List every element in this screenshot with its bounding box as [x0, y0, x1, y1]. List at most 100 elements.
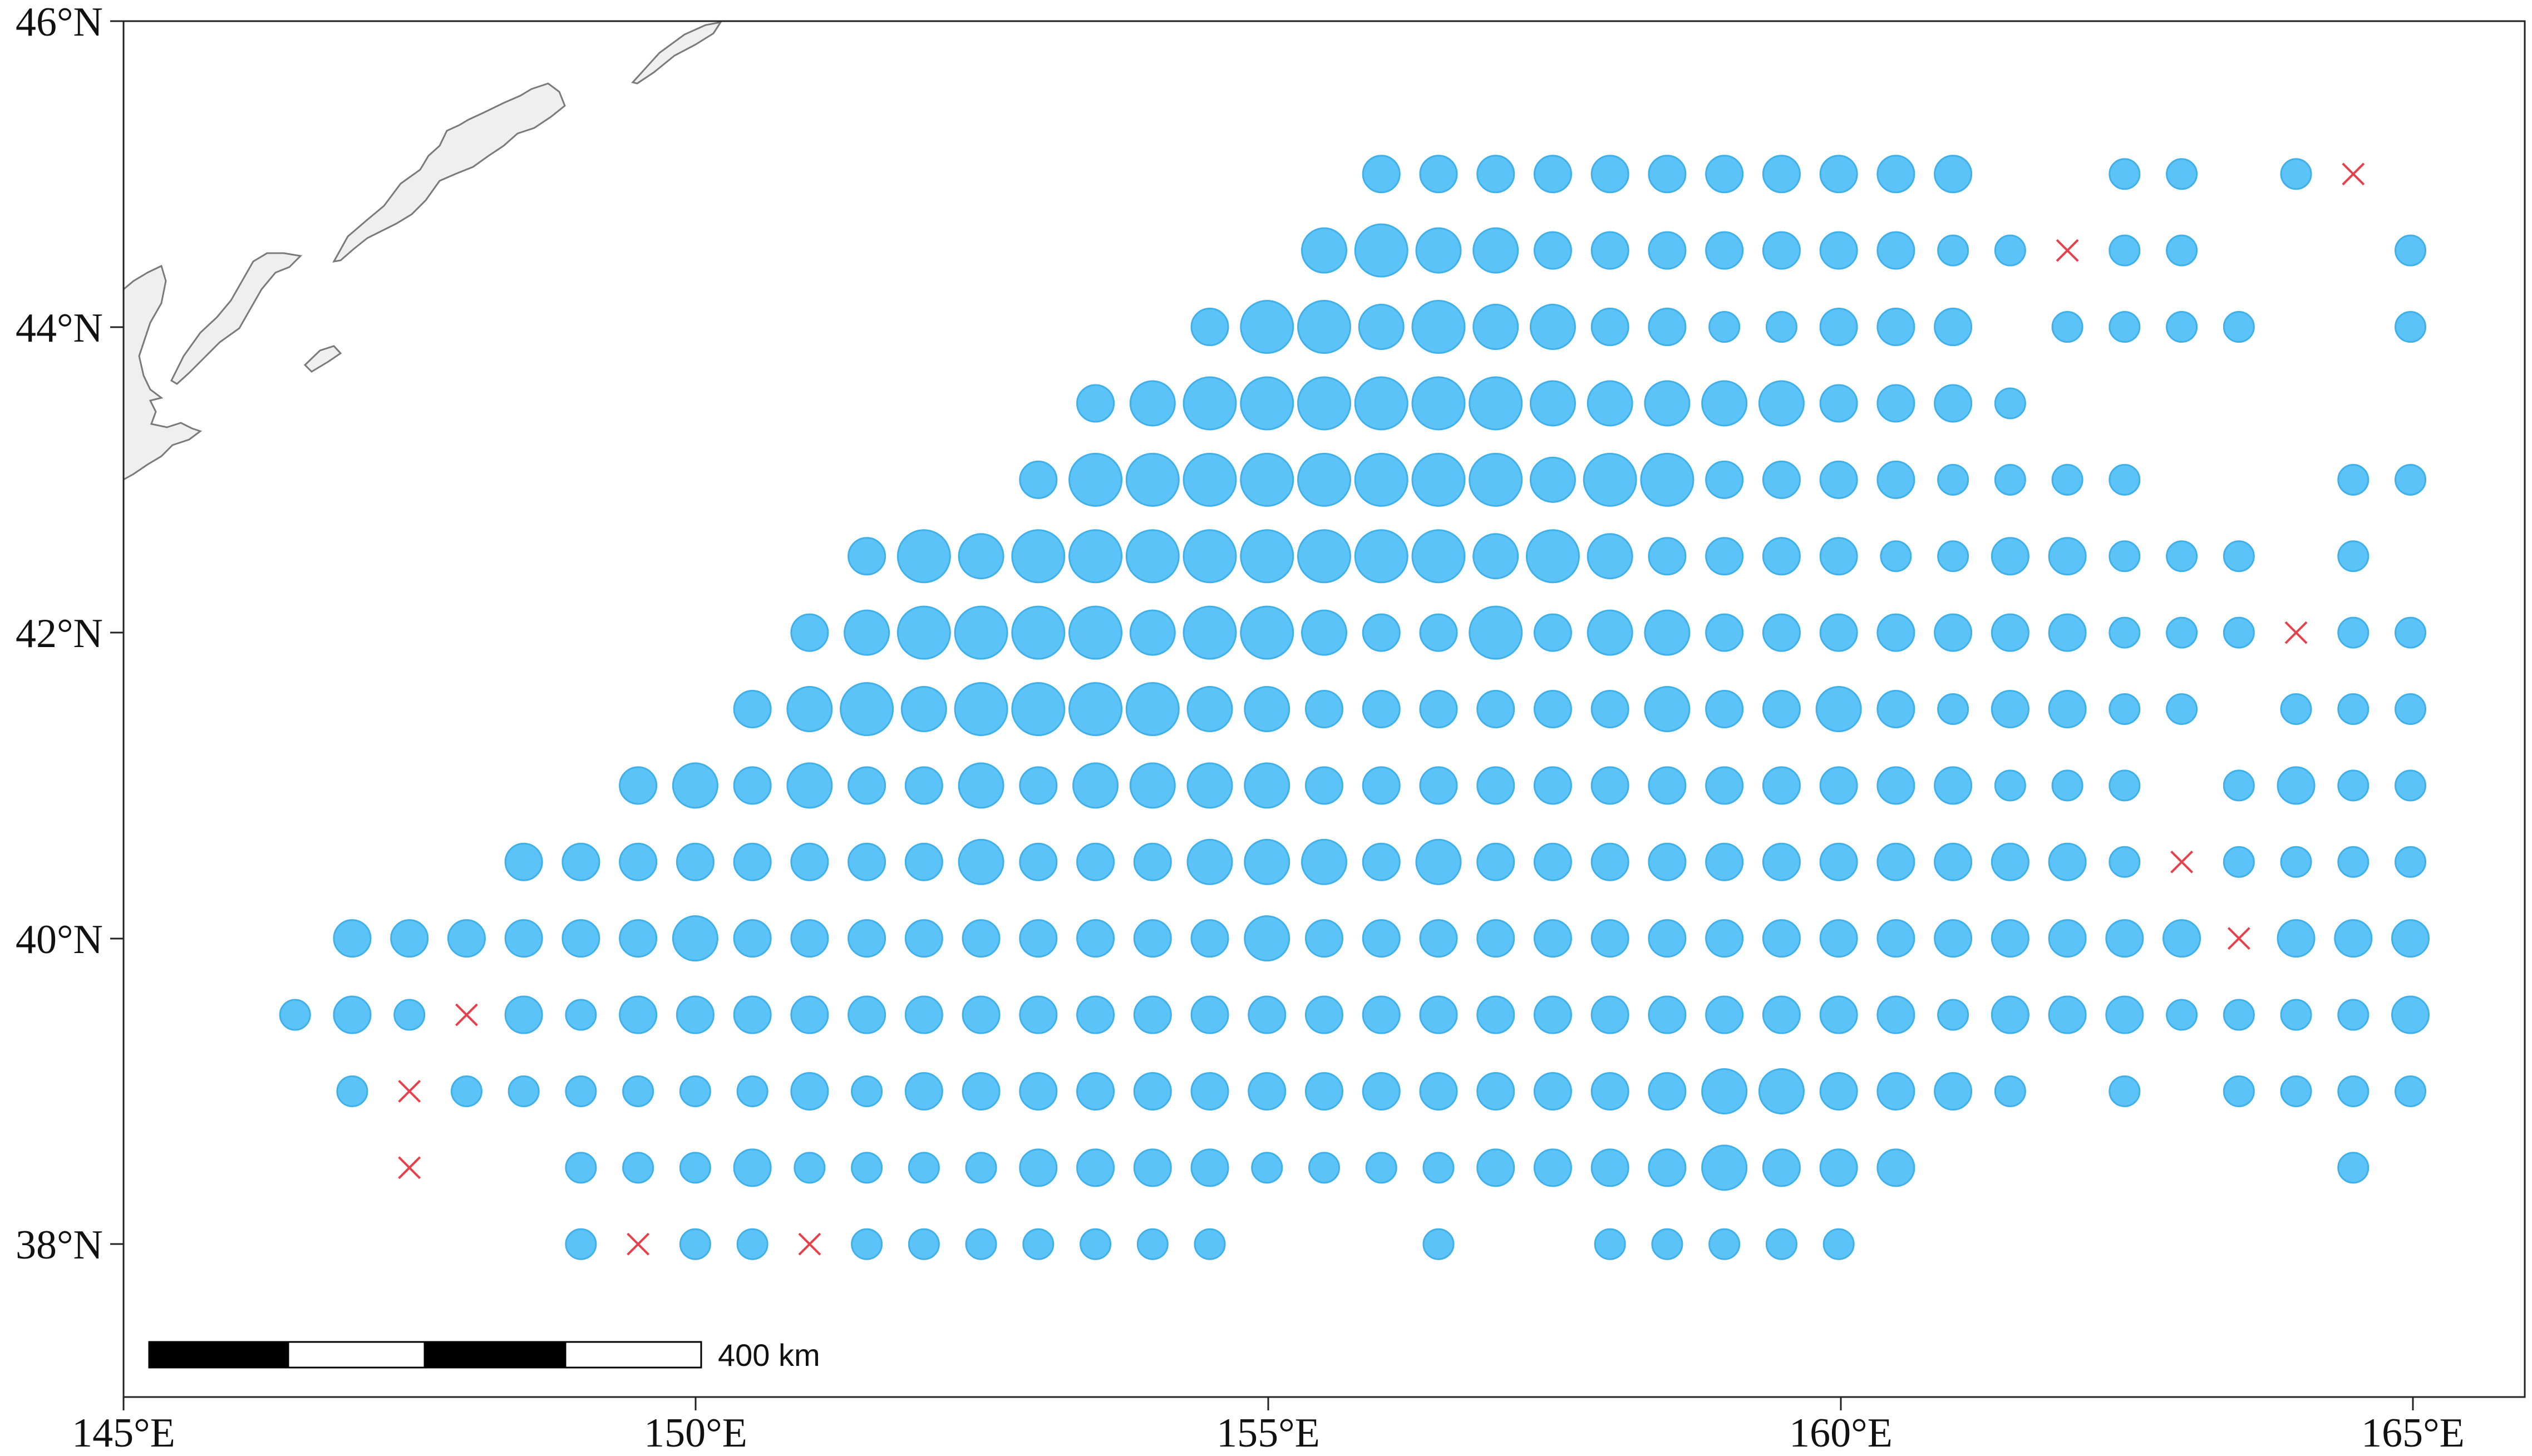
presence-circle-marker — [1648, 231, 1687, 270]
presence-circle-marker — [1648, 842, 1687, 881]
presence-circle-marker — [1076, 1072, 1115, 1110]
presence-circle-marker — [336, 1075, 368, 1107]
presence-circle-marker — [2280, 1075, 2312, 1107]
presence-circle-marker — [1419, 155, 1458, 194]
presence-circle-marker — [2337, 769, 2370, 802]
presence-circle-marker — [1186, 762, 1233, 809]
presence-circle-marker — [790, 995, 829, 1034]
presence-circle-marker — [333, 995, 372, 1034]
presence-circle-marker — [447, 919, 486, 958]
presence-circle-marker — [1415, 227, 1462, 274]
presence-circle-marker — [1411, 300, 1466, 354]
presence-circle-marker — [2051, 769, 2083, 802]
presence-circle-marker — [1762, 1148, 1801, 1187]
presence-circle-marker — [1533, 690, 1572, 728]
presence-circle-marker — [1937, 540, 1969, 572]
presence-circle-marker — [1248, 995, 1287, 1034]
presence-circle-marker — [2395, 769, 2427, 802]
presence-circle-marker — [1705, 231, 1744, 270]
presence-circle-marker — [1644, 609, 1691, 656]
presence-circle-marker — [1183, 452, 1237, 507]
presence-circle-marker — [1022, 1228, 1055, 1260]
presence-circle-marker — [1648, 766, 1687, 805]
presence-circle-marker — [1762, 766, 1801, 805]
presence-circle-marker — [2048, 613, 2087, 652]
presence-circle-marker — [2166, 234, 2198, 266]
presence-circle-marker — [794, 1152, 826, 1184]
presence-circle-marker — [1529, 380, 1576, 427]
presence-circle-marker — [851, 1075, 883, 1107]
presence-circle-marker — [619, 766, 658, 805]
presence-circle-marker — [1994, 463, 2026, 496]
presence-circle-marker — [1019, 766, 1058, 805]
presence-circle-marker — [1701, 1144, 1748, 1191]
presence-circle-marker — [1876, 1148, 1915, 1187]
presence-circle-marker — [790, 842, 829, 881]
presence-circle-marker — [2280, 999, 2312, 1031]
presence-circle-marker — [1819, 766, 1858, 805]
presence-circle-marker — [2395, 693, 2427, 725]
presence-circle-marker — [2395, 616, 2427, 649]
presence-circle-marker — [2277, 919, 2316, 958]
presence-circle-marker — [565, 1075, 597, 1107]
presence-circle-marker — [733, 995, 772, 1034]
presence-circle-marker — [1476, 155, 1515, 194]
presence-circle-marker — [1297, 376, 1351, 431]
presence-circle-marker — [1594, 1228, 1626, 1260]
presence-circle-marker — [1183, 605, 1237, 660]
presence-circle-marker — [1365, 1152, 1397, 1184]
latitude-axis: 38°N 40°N 42°N 44°N 46°N — [16, 0, 124, 1268]
presence-circle-marker — [1815, 686, 1862, 732]
presence-circle-marker — [1648, 537, 1687, 576]
presence-circle-marker — [1876, 231, 1915, 270]
presence-circle-marker — [844, 609, 890, 656]
presence-circle-marker — [1991, 690, 2029, 728]
presence-circle-marker — [1194, 1228, 1226, 1260]
presence-circle-marker — [1880, 540, 1912, 572]
presence-circle-marker — [1244, 838, 1290, 885]
presence-circle-marker — [1411, 376, 1466, 431]
presence-circle-marker — [1590, 1148, 1629, 1187]
presence-circle-marker — [1705, 537, 1744, 576]
presence-circle-marker — [1244, 686, 1290, 732]
presence-circle-marker — [2109, 234, 2141, 266]
presence-circle-marker — [565, 999, 597, 1031]
presence-circle-marker — [1476, 690, 1515, 728]
presence-circle-marker — [450, 1075, 482, 1107]
presence-circle-marker — [1819, 919, 1858, 958]
presence-circle-marker — [1476, 1148, 1515, 1187]
presence-circle-marker — [908, 1152, 940, 1184]
x-tick-label-165: 165°E — [2361, 1410, 2465, 1456]
presence-circle-marker — [848, 766, 886, 805]
presence-circle-marker — [1994, 1075, 2026, 1107]
presence-circle-marker — [2337, 1152, 2370, 1184]
presence-circle-marker — [1937, 234, 1969, 266]
presence-circle-marker — [1583, 452, 1637, 507]
presence-circle-marker — [1934, 842, 1973, 881]
presence-circle-marker — [2162, 919, 2201, 958]
presence-circle-marker — [2048, 995, 2087, 1034]
presence-circle-marker — [2280, 693, 2312, 725]
presence-circle-marker — [1762, 231, 1801, 270]
presence-circle-marker — [1019, 1072, 1058, 1110]
kuril-island-northeast — [631, 21, 723, 85]
presence-circle-marker — [1937, 463, 1969, 496]
presence-circle-marker — [1533, 155, 1572, 194]
presence-circle-marker — [1876, 155, 1915, 194]
presence-circle-marker — [1248, 1072, 1287, 1110]
presence-circle-marker — [1419, 690, 1458, 728]
presence-circle-marker — [1648, 1148, 1687, 1187]
presence-circle-marker — [279, 999, 311, 1031]
presence-circle-marker — [736, 1075, 769, 1107]
presence-circle-marker — [1190, 995, 1229, 1034]
cross-stroke — [2170, 850, 2193, 873]
presence-circle-marker — [848, 919, 886, 958]
presence-circle-marker — [2334, 919, 2373, 958]
absence-cross-marker — [2170, 850, 2193, 873]
presence-circle-marker — [1076, 995, 1115, 1034]
y-tick-label-42: 42°N — [16, 611, 103, 657]
presence-circle-marker — [1762, 537, 1801, 576]
presence-circle-marker — [1133, 1148, 1172, 1187]
presence-circle-marker — [2109, 769, 2141, 802]
presence-circle-marker — [1244, 762, 1290, 809]
